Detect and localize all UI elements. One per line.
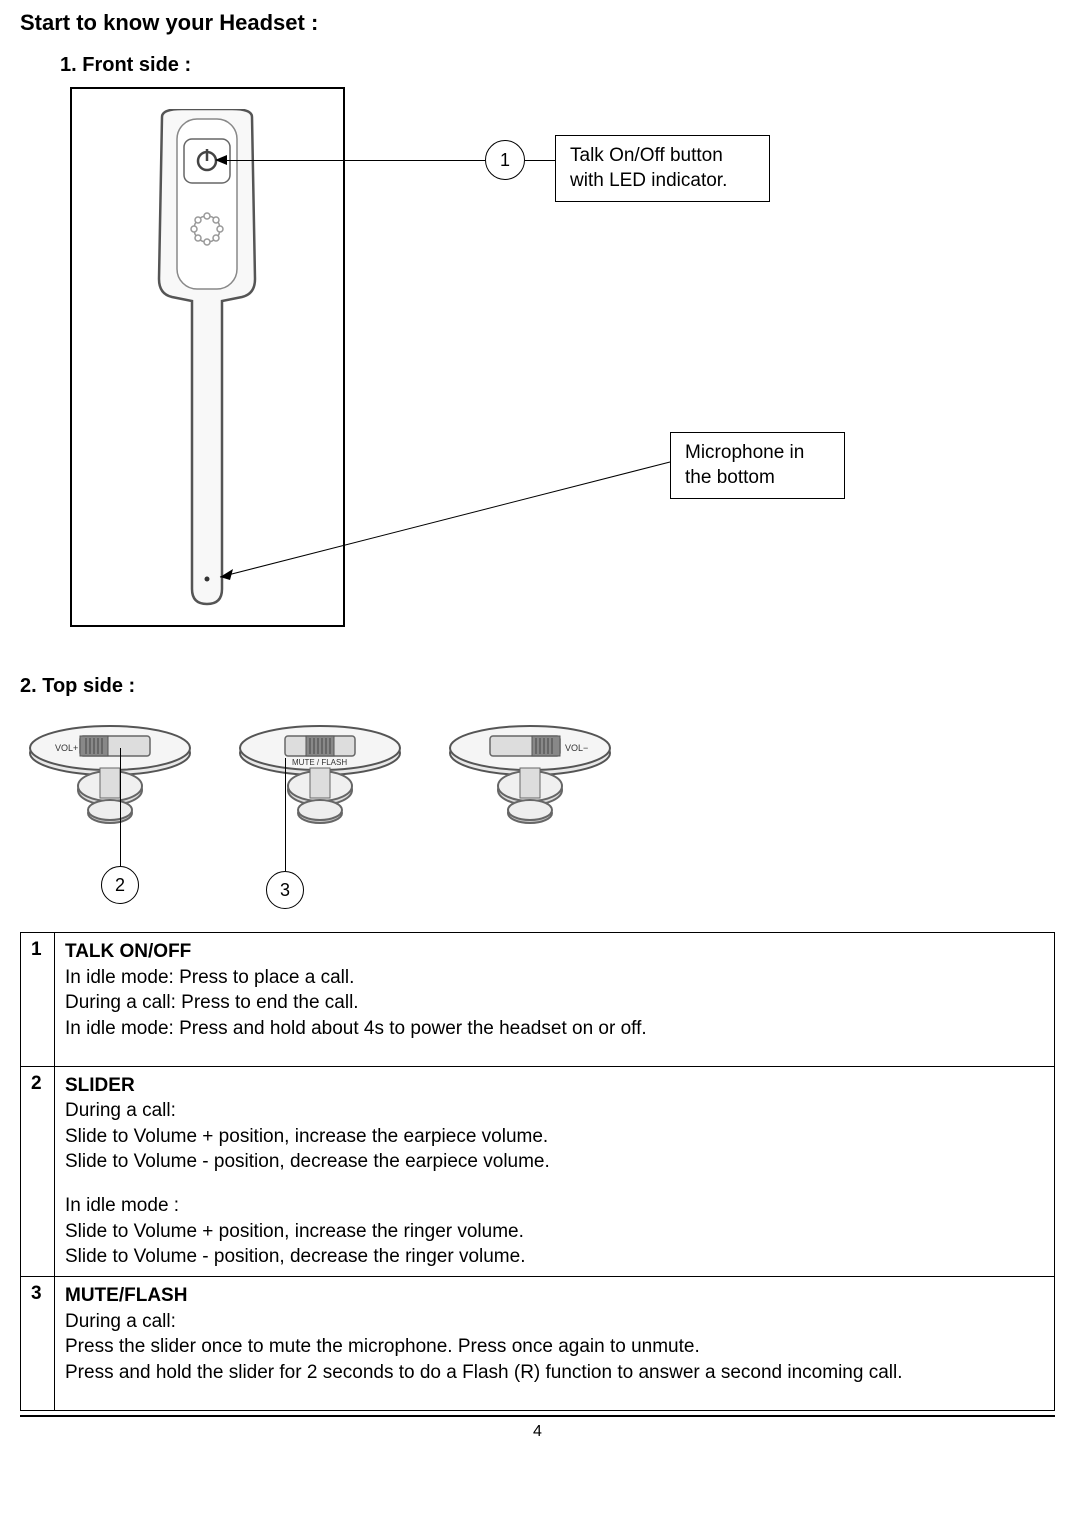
- svg-text:VOL+: VOL+: [55, 743, 78, 753]
- func-line: Slide to Volume - position, decrease the…: [65, 1149, 1044, 1175]
- vline-2: [120, 748, 121, 866]
- func-line: During a call:: [65, 1309, 1044, 1335]
- callout-box-mic: Microphone in the bottom: [670, 432, 845, 499]
- callout-number-2: 2: [101, 866, 139, 904]
- func-line: During a call: Press to end the call.: [65, 990, 1044, 1016]
- section-2-heading: 2. Top side :: [20, 675, 1055, 698]
- front-diagram: 1 Talk On/Off button with LED indicator.…: [70, 87, 970, 647]
- top-view-mute: MUTE / FLASH: [230, 718, 410, 838]
- table-row: 1 TALK ON/OFF In idle mode: Press to pla…: [21, 933, 1055, 1067]
- row-desc-3: MUTE/FLASH During a call: Press the slid…: [55, 1277, 1055, 1411]
- section-1-heading: 1. Front side :: [60, 54, 1055, 77]
- spacer: [65, 1386, 1044, 1404]
- func-line: Press and hold the slider for 2 seconds …: [65, 1360, 1044, 1386]
- table-row: 3 MUTE/FLASH During a call: Press the sl…: [21, 1277, 1055, 1411]
- page-title: Start to know your Headset :: [20, 10, 1055, 36]
- spacer: [65, 1042, 1044, 1060]
- func-title-2: SLIDER: [65, 1073, 1044, 1099]
- func-title-1: TALK ON/OFF: [65, 939, 1044, 965]
- svg-text:MUTE / FLASH: MUTE / FLASH: [292, 758, 347, 767]
- func-line: In idle mode: Press to place a call.: [65, 965, 1044, 991]
- row-num-1: 1: [21, 933, 55, 1067]
- callout-number-3: 3: [266, 871, 304, 909]
- row-desc-1: TALK ON/OFF In idle mode: Press to place…: [55, 933, 1055, 1067]
- function-table: 1 TALK ON/OFF In idle mode: Press to pla…: [20, 932, 1055, 1411]
- top-view-vol-plus: VOL+: [20, 718, 200, 838]
- func-line: In idle mode: Press and hold about 4s to…: [65, 1016, 1044, 1042]
- func-line: In idle mode :: [65, 1193, 1044, 1219]
- func-line: Slide to Volume + position, increase the…: [65, 1124, 1044, 1150]
- callout-number-1: 1: [485, 140, 525, 180]
- svg-text:VOL−: VOL−: [565, 743, 588, 753]
- table-row: 2 SLIDER During a call: Slide to Volume …: [21, 1066, 1055, 1276]
- top-view-vol-minus: VOL−: [440, 718, 620, 838]
- row-num-2: 2: [21, 1066, 55, 1276]
- func-title-3: MUTE/FLASH: [65, 1283, 1044, 1309]
- row-num-3: 3: [21, 1277, 55, 1411]
- callout-box-1: Talk On/Off button with LED indicator.: [555, 135, 770, 202]
- func-line: Press the slider once to mute the microp…: [65, 1334, 1044, 1360]
- func-line: Slide to Volume - position, decrease the…: [65, 1244, 1044, 1270]
- func-line: During a call:: [65, 1098, 1044, 1124]
- spacer: [65, 1175, 1044, 1193]
- top-diagram: VOL+ MUTE / FLASH VOL−: [20, 718, 720, 918]
- page-number: 4: [20, 1415, 1055, 1441]
- arrow-1: [215, 155, 227, 165]
- vline-3: [285, 758, 286, 871]
- func-line: Slide to Volume + position, increase the…: [65, 1219, 1044, 1245]
- row-desc-2: SLIDER During a call: Slide to Volume + …: [55, 1066, 1055, 1276]
